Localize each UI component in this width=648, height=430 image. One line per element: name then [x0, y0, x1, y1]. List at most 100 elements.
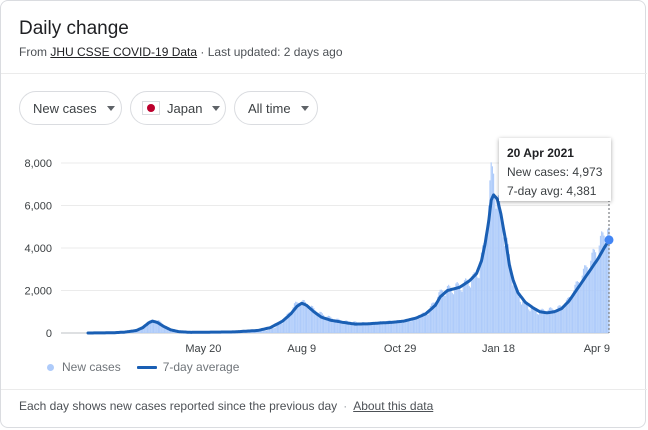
legend-bar-swatch: [47, 363, 54, 371]
y-tick-label: 8,000: [24, 158, 52, 170]
bar-new-cases: [335, 319, 337, 333]
bar-new-cases: [558, 305, 560, 333]
bar-new-cases: [150, 320, 152, 333]
source-prefix: From: [19, 45, 47, 59]
bar-new-cases: [422, 312, 424, 333]
bar-new-cases: [338, 319, 340, 333]
bar-new-cases: [494, 196, 496, 333]
bar-new-cases: [463, 280, 466, 333]
bar-new-cases: [500, 213, 502, 333]
tooltip-average-label: 7-day avg:: [507, 184, 564, 198]
bar-new-cases: [393, 322, 395, 333]
source-link[interactable]: JHU CSSE COVID-19 Data: [50, 45, 198, 59]
bar-new-cases: [434, 303, 436, 333]
bar-new-cases: [321, 313, 323, 333]
bar-new-cases: [290, 312, 292, 333]
bar-new-cases: [557, 306, 559, 333]
bar-new-cases: [337, 318, 339, 333]
bar-new-cases: [154, 320, 156, 333]
bar-new-cases: [485, 237, 487, 333]
bar-new-cases: [313, 307, 315, 333]
bar-new-cases: [550, 307, 552, 333]
metric-dropdown[interactable]: New cases: [19, 91, 122, 125]
bar-new-cases: [165, 326, 167, 333]
range-dropdown[interactable]: All time: [234, 91, 318, 125]
bar-new-cases: [547, 309, 549, 333]
about-data-link[interactable]: About this data: [353, 399, 434, 413]
bar-new-cases: [281, 323, 283, 333]
bar-new-cases: [367, 324, 370, 333]
bar-new-cases: [585, 265, 587, 333]
bar-new-cases: [285, 316, 287, 333]
cases-chart[interactable]: 0 2,000 4,000 6,000 8,000 May 20 Aug 9 Oct 29 Ja…: [1, 136, 647, 358]
bar-new-cases: [541, 308, 543, 333]
bar-new-cases: [421, 313, 423, 333]
bar-new-cases: [401, 322, 404, 333]
bar-new-cases: [152, 319, 155, 333]
bar-new-cases: [576, 281, 578, 333]
bar-new-cases: [473, 272, 475, 333]
bar-new-cases: [394, 321, 396, 333]
bar-new-cases: [259, 330, 261, 333]
bar-new-cases: [542, 309, 544, 333]
bar-new-cases: [168, 328, 170, 333]
bar-new-cases: [449, 286, 451, 333]
bar-new-cases: [499, 200, 501, 333]
divider-bottom: [1, 389, 647, 390]
bar-new-cases: [400, 322, 402, 333]
bar-new-cases: [433, 302, 435, 333]
bar-new-cases: [381, 321, 383, 333]
bar-new-cases: [587, 271, 589, 333]
bar-new-cases: [314, 310, 316, 333]
bar-new-cases: [280, 323, 282, 333]
bar-new-cases: [536, 313, 538, 333]
bar-new-cases: [471, 279, 473, 333]
bar-new-cases: [346, 320, 348, 333]
bar-new-cases: [561, 306, 563, 333]
bar-new-cases: [291, 312, 293, 333]
bar-new-cases: [286, 313, 288, 333]
bar-new-cases: [140, 326, 142, 333]
bar-new-cases: [599, 235, 602, 333]
bar-new-cases: [149, 321, 151, 333]
bar-new-cases: [374, 322, 376, 333]
bar-new-cases: [254, 331, 257, 333]
bar-new-cases: [331, 318, 333, 333]
bar-new-cases: [308, 309, 310, 333]
bar-new-cases: [406, 319, 408, 333]
bar-new-cases: [505, 237, 507, 333]
bar-new-cases: [348, 321, 350, 333]
bar-new-cases: [287, 312, 289, 333]
hover-point: [604, 235, 614, 245]
bar-new-cases: [316, 314, 319, 333]
bar-new-cases: [584, 265, 586, 333]
bar-new-cases: [486, 232, 489, 333]
bar-new-cases: [469, 287, 472, 333]
bar-new-cases: [418, 318, 421, 333]
bar-new-cases: [145, 325, 147, 333]
bar-new-cases: [372, 322, 374, 333]
bar-new-cases: [325, 318, 327, 333]
bar-new-cases: [451, 292, 453, 333]
country-dropdown[interactable]: Japan: [130, 91, 226, 125]
bar-new-cases: [171, 330, 173, 333]
bar-new-cases: [476, 273, 478, 333]
bar-new-cases: [477, 277, 479, 333]
bar-new-cases: [598, 245, 600, 333]
bar-new-cases: [360, 322, 362, 333]
bar-new-cases: [376, 324, 378, 333]
bar-new-cases: [408, 320, 410, 333]
bar-new-cases: [525, 303, 527, 333]
footer-note: Each day shows new cases reported since …: [19, 399, 338, 413]
bar-new-cases: [274, 327, 276, 333]
bar-new-cases: [332, 320, 334, 333]
bar-new-cases: [596, 258, 598, 333]
bar-new-cases: [479, 263, 481, 333]
bar-new-cases: [329, 316, 331, 333]
bar-new-cases: [416, 317, 418, 333]
chart-legend: New cases 7-day average: [47, 360, 239, 374]
bar-new-cases: [529, 311, 531, 333]
bar-new-cases: [465, 278, 467, 333]
x-tick-label: Oct 29: [384, 343, 416, 355]
bar-new-cases: [528, 309, 530, 333]
